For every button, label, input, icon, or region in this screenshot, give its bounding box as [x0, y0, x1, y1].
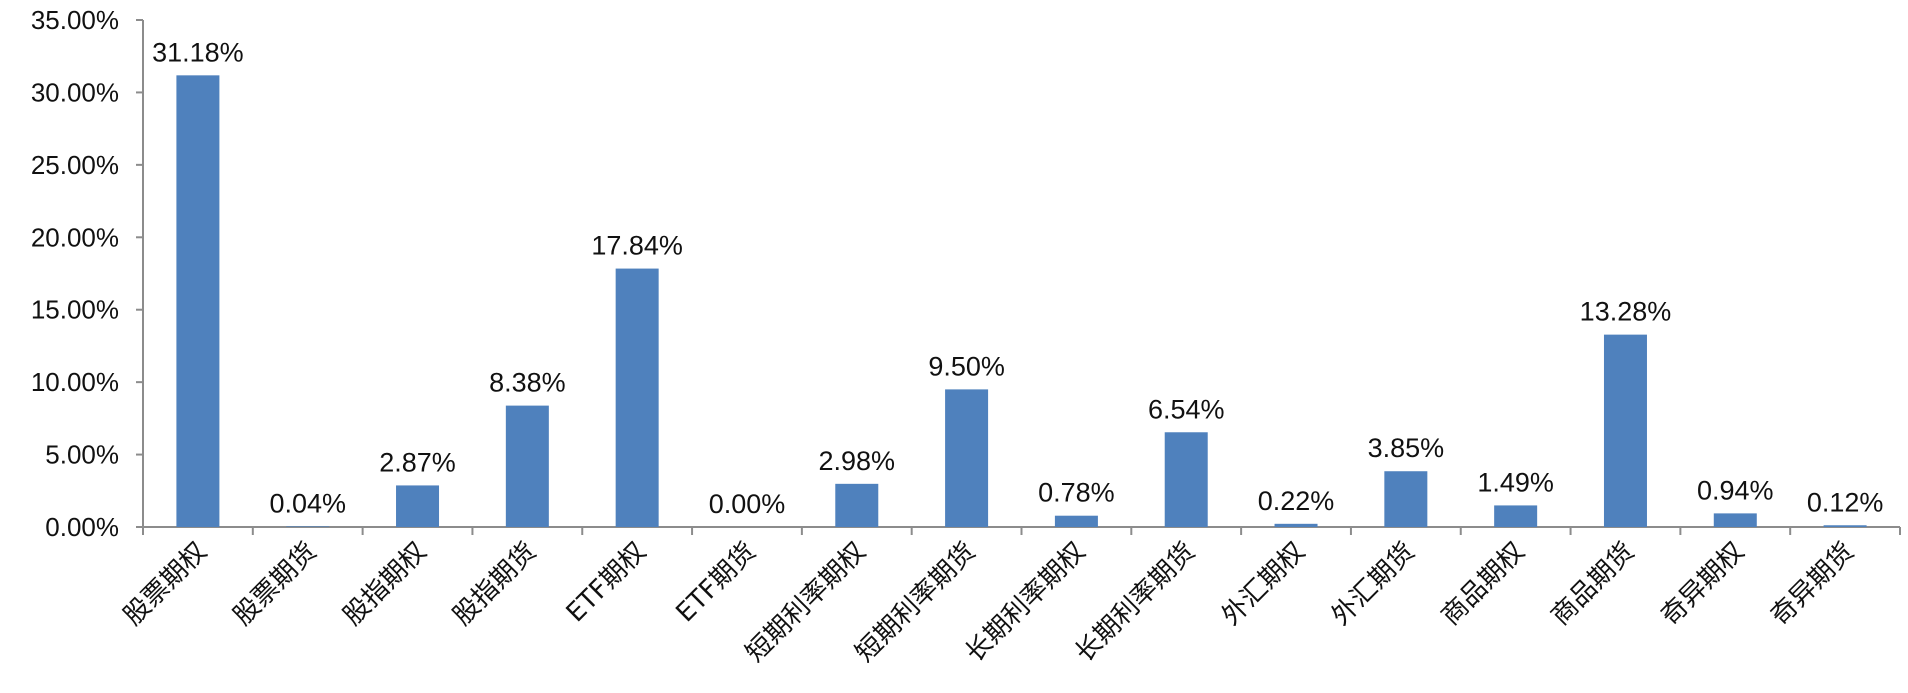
data-label: 0.12% — [1807, 487, 1884, 517]
y-tick-label: 5.00% — [45, 440, 119, 470]
category-label: 外汇期货 — [1326, 537, 1421, 632]
y-tick-label: 30.00% — [31, 77, 119, 107]
data-label: 0.22% — [1258, 486, 1335, 516]
category-label: 奇异期权 — [1655, 537, 1750, 632]
category-label: 商品期权 — [1436, 537, 1531, 632]
bars-group — [176, 75, 1867, 528]
bar — [945, 389, 989, 527]
bar — [615, 268, 659, 527]
category-labels-group: 股票期权 股票期货 股指期权 股指期货 ETF期权 ETF期货短期利率期权短期利率期货长期… — [118, 537, 1860, 669]
data-label: 31.18% — [152, 37, 244, 67]
data-labels-group: 31.18% 0.04% 2.87% 8.38% 17.84% 0.00% 2.98% 9.5… — [152, 37, 1883, 519]
bar — [835, 483, 879, 527]
data-label: 2.87% — [379, 447, 456, 477]
category-label: 奇异期货 — [1765, 537, 1860, 632]
category-label: ETF期权 — [561, 537, 652, 628]
category-label: ETF期货 — [671, 537, 762, 628]
category-label: 股票期货 — [228, 537, 323, 632]
y-tick-label: 25.00% — [31, 150, 119, 180]
data-label: 8.38% — [489, 368, 566, 398]
data-label: 0.00% — [709, 489, 786, 519]
category-label: 股票期权 — [118, 537, 213, 632]
data-label: 2.98% — [819, 446, 896, 476]
bar — [1054, 515, 1098, 527]
bar — [1603, 334, 1647, 527]
bar — [396, 485, 440, 527]
data-label: 0.94% — [1697, 475, 1774, 505]
y-axis: 0.00% 5.00% 10.00% 15.00% 20.00% 25.00% 30.00%… — [31, 5, 144, 542]
data-label: 9.50% — [928, 351, 1005, 381]
bar — [1384, 471, 1428, 527]
data-label: 13.28% — [1580, 297, 1672, 327]
y-tick-label: 10.00% — [31, 367, 119, 397]
bar — [176, 75, 220, 528]
y-tick-label: 35.00% — [31, 5, 119, 35]
bar — [286, 526, 330, 527]
data-label: 17.84% — [591, 231, 683, 261]
y-tick-label: 0.00% — [45, 512, 119, 542]
bar — [505, 405, 549, 527]
bar — [1494, 505, 1538, 527]
category-label: 股指期权 — [338, 537, 433, 632]
bar — [1713, 513, 1757, 527]
data-label: 3.85% — [1368, 433, 1445, 463]
category-label: 商品期货 — [1546, 537, 1641, 632]
data-label: 6.54% — [1148, 394, 1225, 424]
bar — [1274, 523, 1318, 527]
data-label: 0.78% — [1038, 478, 1115, 508]
bar — [1823, 525, 1867, 527]
data-label: 1.49% — [1477, 467, 1554, 497]
bar — [1164, 432, 1208, 527]
category-label: 外汇期权 — [1216, 537, 1311, 632]
category-label: 股指期货 — [448, 537, 543, 632]
y-tick-label: 15.00% — [31, 295, 119, 325]
y-tick-label: 20.00% — [31, 222, 119, 252]
data-label: 0.04% — [269, 488, 346, 518]
x-axis — [142, 526, 1901, 535]
